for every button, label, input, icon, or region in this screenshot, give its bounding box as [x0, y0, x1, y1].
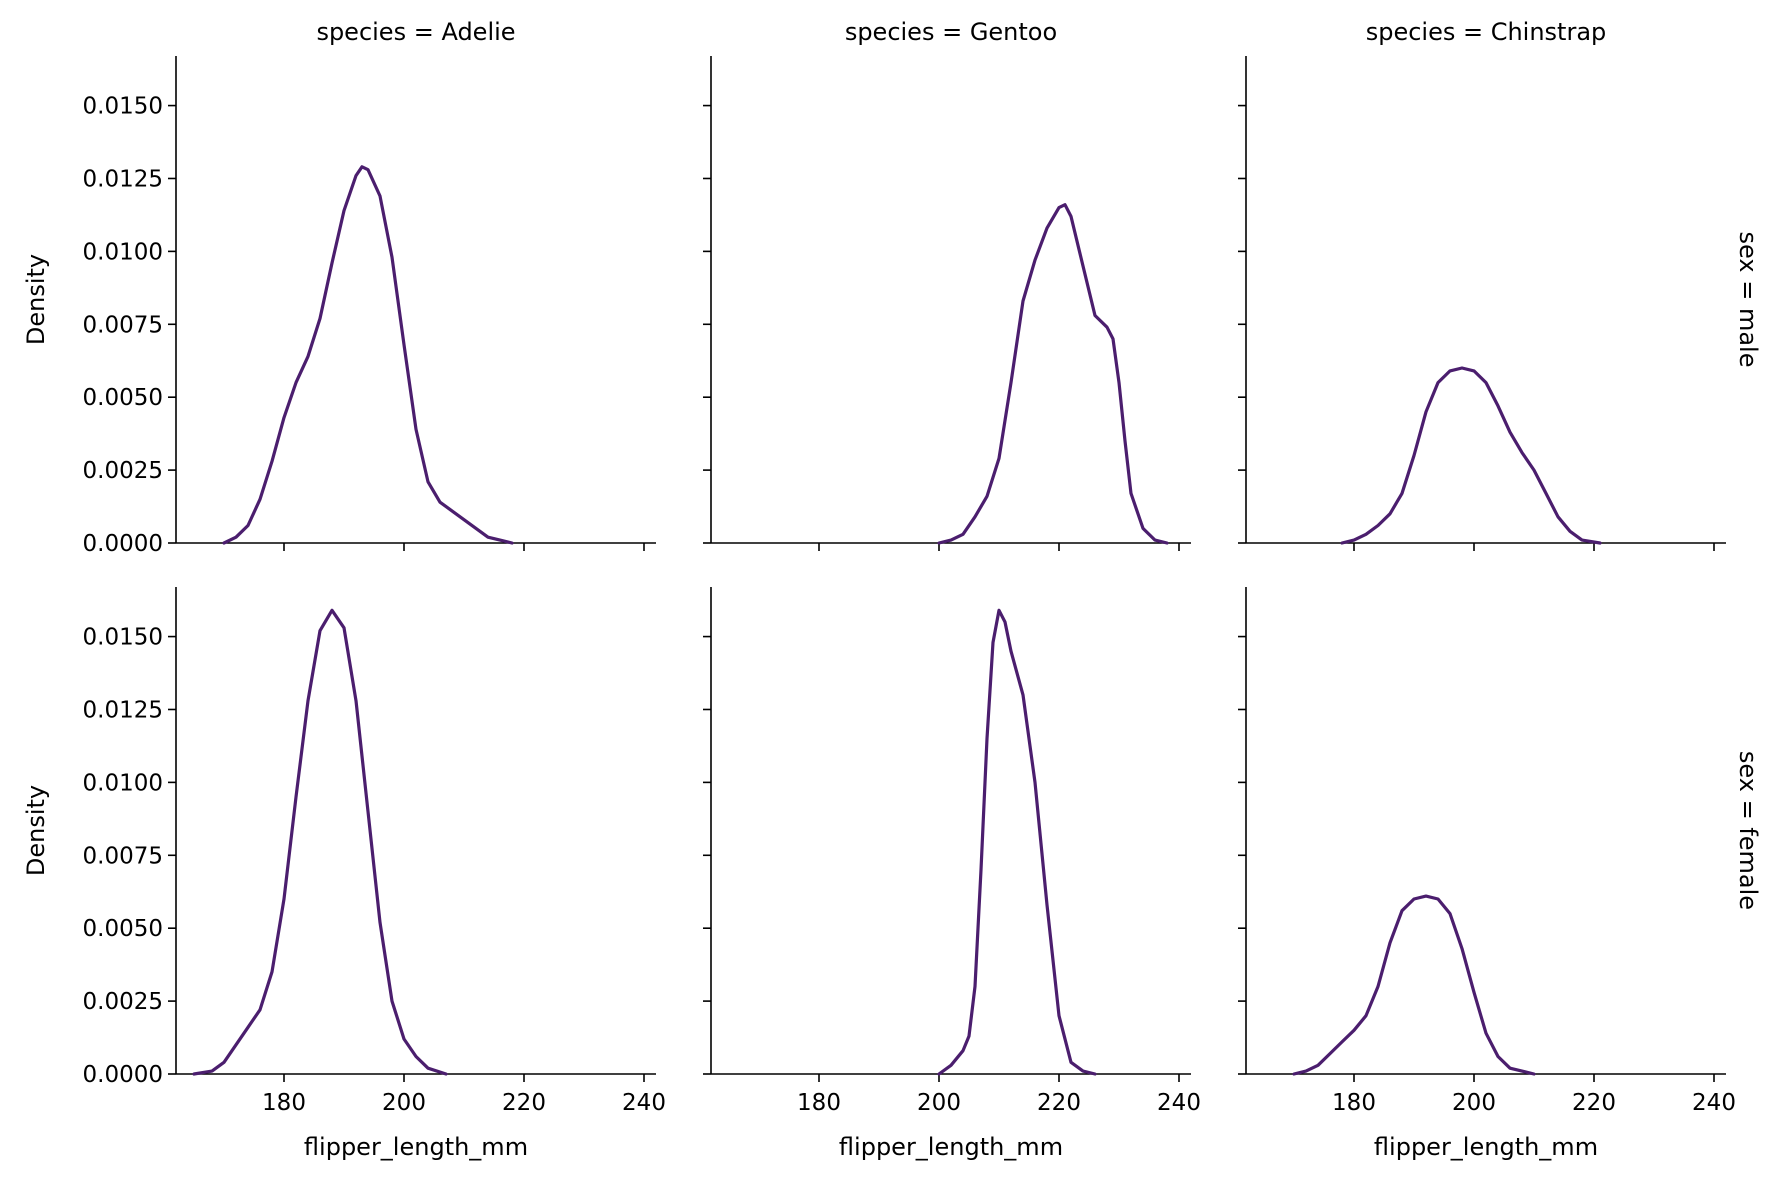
- x-tick-label: 180: [797, 1090, 841, 1116]
- column-title: species = Adelie: [316, 18, 515, 46]
- y-tick-label: 0.0125: [83, 697, 163, 723]
- x-tick-label: 220: [502, 1090, 546, 1116]
- facet-chinstrap-male: species = Chinstrap sex = male: [1238, 18, 1762, 551]
- y-axis-label: Density: [22, 254, 50, 345]
- x-tick-label: 200: [1452, 1090, 1496, 1116]
- density-curve: [937, 608, 1097, 1076]
- density-curve: [937, 203, 1169, 545]
- row-title: sex = male: [1734, 232, 1762, 368]
- x-tick-label: 220: [1572, 1090, 1616, 1116]
- y-tick-label: 0.0000: [83, 531, 163, 557]
- x-tick-label: 180: [1332, 1090, 1376, 1116]
- column-title: species = Gentoo: [845, 18, 1057, 46]
- density-curve: [222, 165, 514, 545]
- x-tick-label: 240: [622, 1090, 666, 1116]
- x-tick-label: 180: [262, 1090, 306, 1116]
- x-tick-label: 200: [382, 1090, 426, 1116]
- x-tick-label: 220: [1037, 1090, 1081, 1116]
- y-tick-label: 0.0075: [83, 843, 163, 869]
- y-tick-label: 0.0125: [83, 166, 163, 192]
- y-tick-label: 0.0075: [83, 312, 163, 338]
- y-tick-label: 0.0150: [83, 94, 163, 120]
- y-tick-label: 0.0100: [83, 239, 163, 265]
- y-tick-label: 0.0050: [83, 385, 163, 411]
- facet-gentoo-male: species = Gentoo: [703, 18, 1191, 551]
- density-curve: [1292, 894, 1536, 1076]
- x-tick-label: 240: [1157, 1090, 1201, 1116]
- y-tick-label: 0.0100: [83, 770, 163, 796]
- row-title: sex = female: [1734, 751, 1762, 910]
- y-tick-label: 0.0150: [83, 625, 163, 651]
- facet-chinstrap-female: 180 200 220 240 sex = female flipper_length_m…: [1238, 587, 1762, 1161]
- y-tick-label: 0.0050: [83, 916, 163, 942]
- y-tick-label: 0.0025: [83, 989, 163, 1015]
- x-axis-label: flipper_length_mm: [839, 1133, 1063, 1161]
- y-tick-label: 0.0025: [83, 458, 163, 484]
- column-title: species = Chinstrap: [1366, 18, 1607, 46]
- density-curve: [192, 608, 448, 1076]
- facet-adelie-male: 0.0000 0.0025 0.0050 0.0075 0.0100 0.0125 0.01…: [22, 18, 656, 557]
- density-curve: [1340, 366, 1602, 545]
- facet-adelie-female: 0.0000 0.0025 0.0050 0.0075 0.0100 0.0125 0.01…: [22, 587, 666, 1161]
- y-axis-label: Density: [22, 785, 50, 876]
- facet-gentoo-female: 180 200 220 240 flipper_length_mm: [703, 587, 1201, 1161]
- x-axis-label: flipper_length_mm: [1374, 1133, 1598, 1161]
- x-tick-label: 200: [917, 1090, 961, 1116]
- x-tick-label: 240: [1692, 1090, 1736, 1116]
- y-tick-label: 0.0000: [83, 1062, 163, 1088]
- x-axis-label: flipper_length_mm: [304, 1133, 528, 1161]
